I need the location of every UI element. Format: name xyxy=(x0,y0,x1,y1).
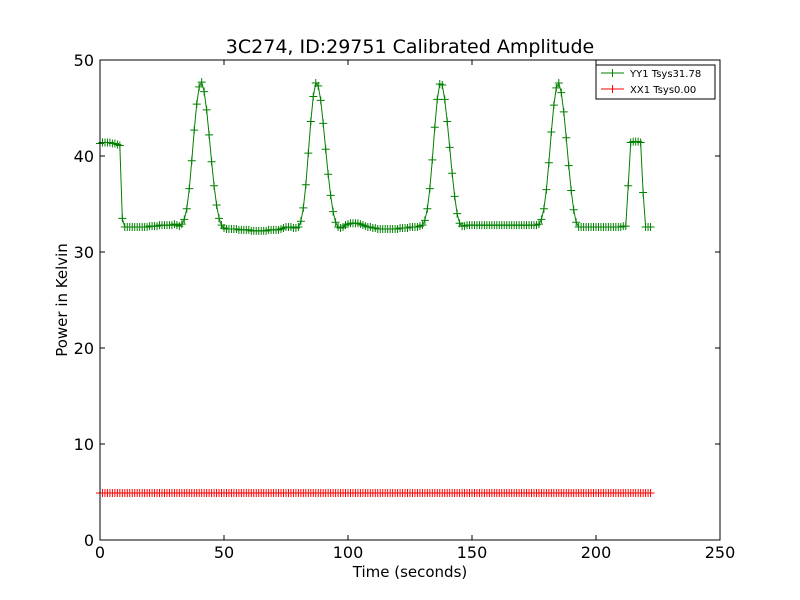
data-point xyxy=(559,107,568,116)
data-point xyxy=(537,215,546,224)
data-point xyxy=(301,180,310,189)
data-point xyxy=(304,149,313,158)
data-point xyxy=(190,126,199,135)
data-point xyxy=(212,200,221,209)
data-point xyxy=(294,223,303,232)
legend: YY1 Tsys31.78 XX1 Tsys0.00 xyxy=(595,64,716,100)
data-point xyxy=(453,209,462,218)
data-point xyxy=(192,100,201,109)
data-point xyxy=(326,191,335,200)
y-tick-label: 30 xyxy=(74,243,94,262)
data-point xyxy=(205,130,214,139)
x-tick-label: 200 xyxy=(581,543,612,562)
data-point xyxy=(534,220,543,229)
y-tick-label: 0 xyxy=(84,531,94,550)
data-point xyxy=(296,217,305,226)
series-0 xyxy=(96,78,655,235)
data-point xyxy=(299,203,308,212)
data-point xyxy=(438,80,447,89)
data-point xyxy=(557,88,566,97)
data-point xyxy=(185,184,194,193)
data-point xyxy=(195,82,204,91)
data-point xyxy=(569,205,578,214)
data-point xyxy=(180,215,189,224)
data-point xyxy=(418,221,427,230)
data-point xyxy=(182,204,191,213)
ticks-layer: 0 50 100 150 200 250 0 10 20 30 40 50 xyxy=(74,51,736,562)
data-point xyxy=(329,207,338,216)
x-tick-label: 50 xyxy=(214,543,234,562)
data-point xyxy=(450,192,459,201)
data-point xyxy=(177,220,186,229)
data-point xyxy=(420,216,429,225)
y-tick-label: 40 xyxy=(74,147,94,166)
data-point xyxy=(646,223,655,232)
data-point xyxy=(430,123,439,132)
data-point xyxy=(207,157,216,166)
data-point xyxy=(552,83,561,92)
y-tick-label: 20 xyxy=(74,339,94,358)
data-point xyxy=(539,204,548,213)
data-point xyxy=(331,218,340,227)
legend-label-yy1: YY1 Tsys31.78 xyxy=(629,69,701,80)
data-point xyxy=(646,488,655,497)
data-point xyxy=(445,143,454,152)
data-point xyxy=(324,170,333,179)
data-point xyxy=(554,79,563,88)
data-point xyxy=(321,145,330,154)
x-axis-label: Time (seconds) xyxy=(352,563,468,581)
data-point xyxy=(639,188,648,197)
data-point xyxy=(549,101,558,110)
data-point xyxy=(200,87,209,96)
chart-title: 3C274, ID:29751 Calibrated Amplitude xyxy=(226,36,594,58)
data-point xyxy=(567,186,576,195)
data-point xyxy=(115,141,124,150)
data-point xyxy=(624,181,633,190)
data-point xyxy=(423,204,432,213)
data-point xyxy=(314,81,323,90)
data-point xyxy=(440,95,449,104)
data-point xyxy=(197,78,206,87)
data-point xyxy=(187,156,196,165)
series-layer xyxy=(96,78,655,497)
data-point xyxy=(215,214,224,223)
y-tick-label: 50 xyxy=(74,51,94,70)
y-axis-label: Power in Kelvin xyxy=(53,243,71,357)
legend-label-xx1: XX1 Tsys0.00 xyxy=(630,85,696,96)
data-point xyxy=(316,96,325,105)
data-point xyxy=(319,119,328,128)
data-point xyxy=(547,128,556,136)
data-point xyxy=(306,117,315,126)
data-point xyxy=(443,117,452,126)
series-1 xyxy=(96,488,655,497)
x-tick-label: 150 xyxy=(457,543,488,562)
data-point xyxy=(544,158,553,167)
legend-marker-xx1 xyxy=(608,85,617,93)
data-point xyxy=(202,105,211,114)
data-point xyxy=(448,169,457,178)
x-tick-label: 0 xyxy=(95,543,105,562)
legend-box xyxy=(595,64,716,100)
x-tick-label: 100 xyxy=(333,543,364,562)
data-point xyxy=(572,218,581,227)
y-tick-label: 10 xyxy=(74,435,94,454)
data-point xyxy=(621,222,630,231)
data-point xyxy=(564,161,573,170)
data-point xyxy=(210,181,219,190)
x-tick-label: 250 xyxy=(705,543,736,562)
data-point xyxy=(433,95,442,104)
data-point xyxy=(636,138,645,147)
legend-marker-yy1 xyxy=(608,69,617,77)
data-point xyxy=(309,92,318,101)
data-point xyxy=(118,214,127,223)
plot-frame xyxy=(99,59,721,541)
data-point xyxy=(562,133,571,142)
data-point xyxy=(428,155,437,164)
data-point xyxy=(425,184,434,193)
data-point xyxy=(542,185,551,194)
